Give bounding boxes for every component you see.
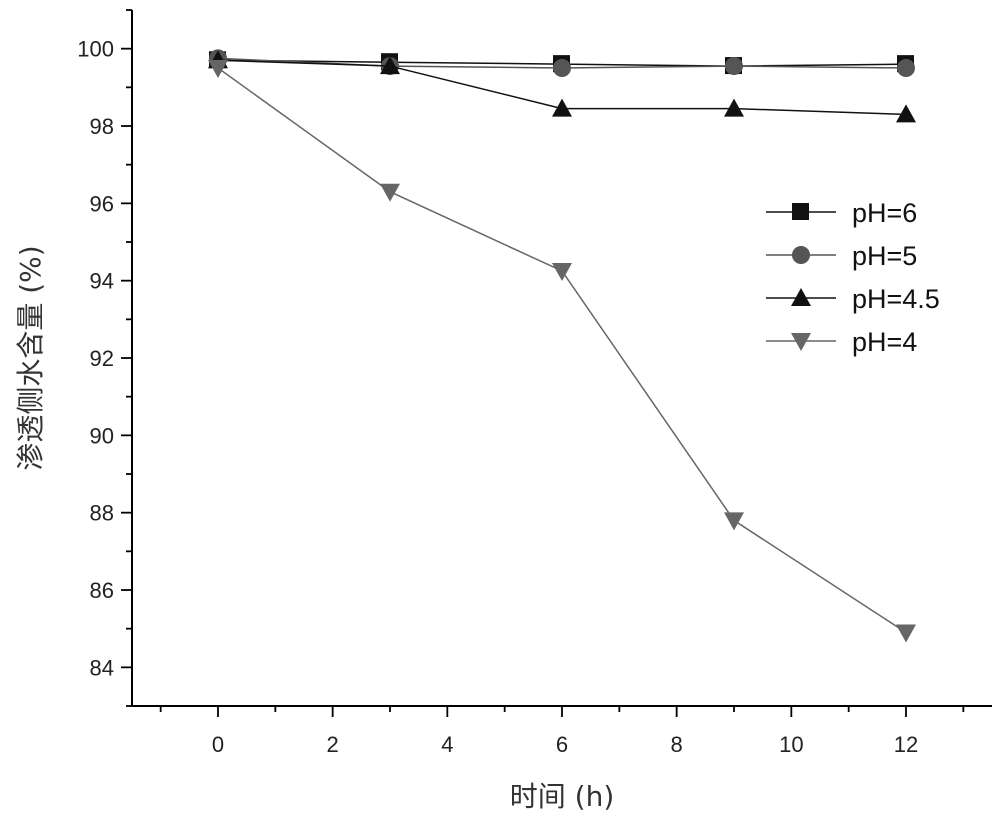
y-tick-label: 90 (90, 423, 114, 448)
y-tick-label: 86 (90, 578, 114, 603)
series-pH=4 (208, 60, 916, 643)
data-point (725, 57, 743, 76)
x-axis-title: 时间 (h) (510, 780, 615, 813)
y-tick-label: 96 (90, 191, 114, 216)
data-point (896, 104, 916, 123)
legend-marker (791, 288, 811, 306)
y-tick-label: 84 (90, 655, 114, 680)
legend: pH=6 pH=5 pH=4.5 pH=4 (766, 198, 940, 357)
y-tick-label: 94 (90, 269, 114, 294)
data-point (724, 98, 744, 117)
legend-entry: pH=4.5 (766, 284, 940, 314)
x-tick-label: 10 (779, 732, 803, 757)
data-point (896, 624, 916, 643)
legend-entry: pH=6 (766, 198, 917, 228)
series-lines (208, 49, 916, 643)
legend-entry: pH=5 (766, 241, 917, 271)
data-point (380, 183, 400, 202)
legend-label: pH=4.5 (852, 284, 940, 314)
data-point (552, 263, 572, 281)
x-tick-label: 4 (441, 732, 453, 757)
data-point (208, 60, 228, 78)
legend-label: pH=5 (852, 241, 917, 271)
data-point (897, 59, 915, 77)
data-point (553, 59, 571, 77)
data-point (380, 56, 400, 75)
x-tick-label: 6 (556, 732, 568, 757)
y-tick-label: 100 (77, 37, 114, 62)
legend-entry: pH=4 (766, 327, 917, 357)
y-tick-label: 88 (90, 501, 114, 526)
legend-marker (791, 333, 811, 351)
legend-label: pH=4 (852, 327, 917, 357)
data-point (724, 512, 744, 531)
x-tick-label: 12 (894, 732, 918, 757)
data-point (552, 98, 572, 117)
y-axis-title: 渗透侧水含量 (%) (14, 245, 47, 470)
y-tick-label: 92 (90, 346, 114, 371)
y-tick-label: 98 (90, 114, 114, 139)
legend-label: pH=6 (852, 198, 917, 228)
ticks: 0 2 4 6 8 10 12 84 86 88 90 92 94 96 98 100 (77, 9, 965, 757)
x-tick-label: 8 (671, 732, 683, 757)
legend-marker (792, 246, 810, 264)
x-tick-label: 2 (327, 732, 339, 757)
series-line (217, 67, 907, 634)
x-tick-label: 0 (212, 732, 224, 757)
legend-marker (792, 203, 809, 220)
